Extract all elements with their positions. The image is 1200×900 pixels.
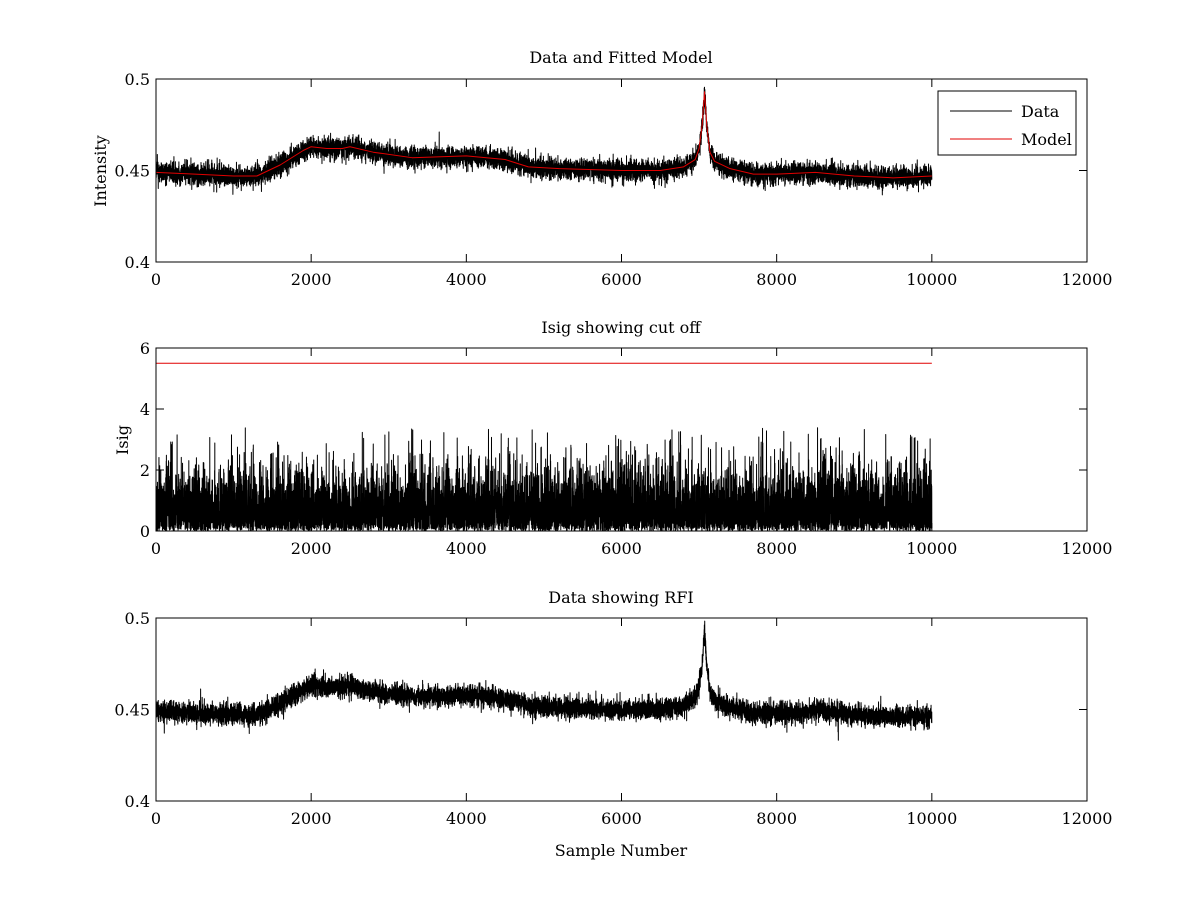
x-tick-label: 10000 bbox=[906, 270, 957, 289]
x-tick-label: 12000 bbox=[1062, 809, 1113, 828]
legend-label-model: Model bbox=[1021, 130, 1072, 149]
x-tick-label: 8000 bbox=[756, 539, 797, 558]
x-tick-label: 2000 bbox=[291, 809, 332, 828]
legend-label-data: Data bbox=[1021, 102, 1060, 121]
panel-1-title: Data and Fitted Model bbox=[529, 48, 712, 67]
panel-2-frame bbox=[155, 347, 1088, 532]
x-tick-label: 8000 bbox=[756, 270, 797, 289]
model-series-line bbox=[156, 91, 932, 179]
panel-3-ticks: 0 2000 4000 6000 8000 10000 12000 0.4 0.45 0.5 bbox=[114, 609, 1112, 828]
panel-2-title: Isig showing cut off bbox=[541, 318, 702, 337]
panel-data-and-fitted-model: Data and Fitted Model Intensity 0 2000 400… bbox=[91, 48, 1112, 289]
x-tick-label: 2000 bbox=[291, 270, 332, 289]
x-tick-label: 0 bbox=[151, 539, 161, 558]
x-tick-label: 0 bbox=[151, 270, 161, 289]
isig-series-line bbox=[156, 427, 933, 531]
y-tick-label: 0.45 bbox=[114, 701, 150, 720]
x-tick-label: 8000 bbox=[756, 809, 797, 828]
x-tick-label: 10000 bbox=[906, 809, 957, 828]
x-tick-label: 2000 bbox=[291, 539, 332, 558]
panel-1-ylabel: Intensity bbox=[91, 135, 110, 207]
data-series-line bbox=[156, 620, 933, 741]
legend: Data Model bbox=[937, 90, 1077, 156]
y-tick-label: 0.4 bbox=[125, 792, 150, 811]
x-tick-label: 6000 bbox=[601, 809, 642, 828]
y-tick-label: 0.5 bbox=[125, 70, 150, 89]
y-tick-label: 6 bbox=[140, 339, 150, 358]
panel-3-plot-area bbox=[156, 620, 933, 741]
x-tick-label: 10000 bbox=[906, 539, 957, 558]
panel-1-plot-area bbox=[156, 86, 933, 196]
panel-2-ticks: 0 2000 4000 6000 8000 10000 12000 0 2 4 6 bbox=[140, 339, 1113, 558]
y-tick-label: 4 bbox=[140, 400, 150, 419]
legend-box bbox=[937, 90, 1077, 156]
x-tick-label: 6000 bbox=[601, 539, 642, 558]
y-tick-label: 0.5 bbox=[125, 609, 150, 628]
x-tick-label: 4000 bbox=[446, 809, 487, 828]
panel-data-showing-rfi: Data showing RFI Sample Number 0 2000 4000… bbox=[114, 588, 1112, 860]
x-tick-label: 4000 bbox=[446, 539, 487, 558]
panel-2-ylabel: Isig bbox=[113, 425, 132, 455]
y-tick-label: 0.45 bbox=[114, 162, 150, 181]
x-tick-label: 12000 bbox=[1062, 270, 1113, 289]
panel-isig-showing-cut-off: Isig showing cut off Isig 0 2000 4000 6000 8… bbox=[113, 318, 1112, 558]
panel-1-frame bbox=[155, 78, 1088, 263]
y-tick-label: 2 bbox=[140, 461, 150, 480]
y-tick-label: 0.4 bbox=[125, 253, 150, 272]
panel-2-plot-area bbox=[156, 362, 933, 531]
x-tick-label: 0 bbox=[151, 809, 161, 828]
y-tick-label: 0 bbox=[140, 522, 150, 541]
panel-1-ticks: 0 2000 4000 6000 8000 10000 12000 0.4 0.45 0.5 bbox=[114, 70, 1112, 289]
panel-3-frame bbox=[155, 617, 1088, 802]
x-tick-label: 4000 bbox=[446, 270, 487, 289]
x-tick-label: 6000 bbox=[601, 270, 642, 289]
panel-3-xlabel: Sample Number bbox=[555, 841, 688, 860]
panel-3-title: Data showing RFI bbox=[548, 588, 693, 607]
x-tick-label: 12000 bbox=[1062, 539, 1113, 558]
